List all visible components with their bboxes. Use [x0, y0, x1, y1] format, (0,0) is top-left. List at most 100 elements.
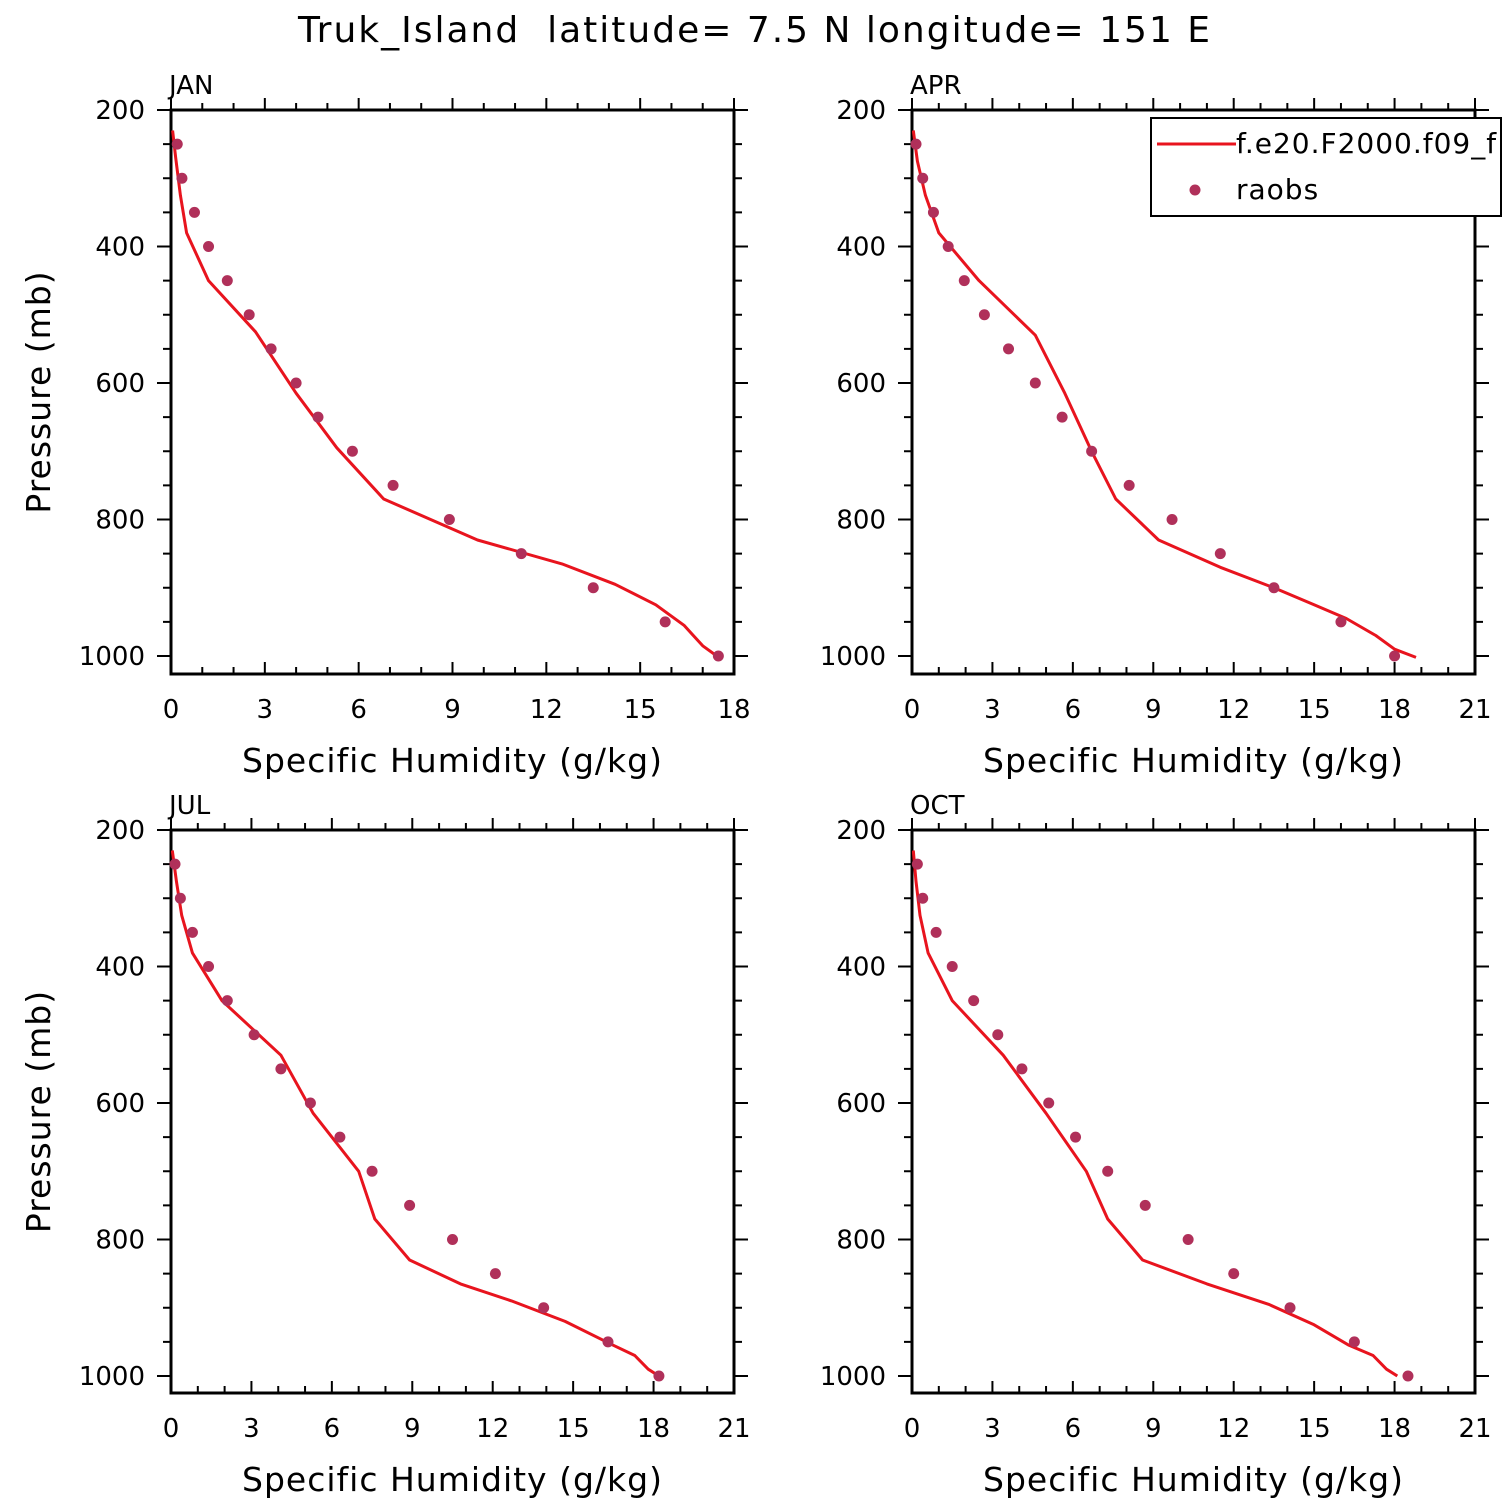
x-tick-label: 12 [1217, 695, 1250, 725]
x-axis-label: Specific Humidity (g/kg) [983, 1460, 1404, 1499]
raobs-point [659, 616, 671, 628]
raobs-point [587, 582, 599, 594]
raobs-point [203, 241, 215, 252]
panel-label: OCT [910, 791, 965, 821]
x-tick-label: 0 [904, 695, 921, 725]
raobs-point [1016, 1063, 1028, 1075]
raobs-point [275, 1063, 287, 1075]
model-series-line [912, 130, 1417, 659]
plot-frame [910, 108, 1477, 676]
x-tick-label: 15 [557, 1414, 590, 1444]
raobs-point [366, 1165, 378, 1177]
y-tick-label: 400 [95, 953, 145, 983]
raobs-point [221, 275, 233, 287]
x-tick-label: 18 [637, 1414, 670, 1444]
raobs-point [290, 377, 302, 389]
model-series-line [912, 850, 1399, 1378]
panel-jan: JAN 0 3 6 9 12 15 18 200 400 600 800 1000 Specific Hu… [19, 71, 751, 780]
raobs-point [712, 650, 724, 662]
y-axis-label: Pressure (mb) [19, 270, 58, 513]
raobs-point [203, 961, 215, 972]
raobs-point [1268, 582, 1280, 594]
panel-label: JAN [167, 71, 213, 101]
raobs-point [1389, 650, 1401, 662]
y-tick-label: 200 [836, 96, 886, 126]
y-tick-label: 600 [95, 1089, 145, 1119]
x-tick-label: 3 [984, 1414, 1001, 1444]
legend-model-label: f.e20.F2000.f09_f [1236, 127, 1497, 160]
legend-box [1150, 117, 1502, 217]
x-tick-label: 12 [1217, 1414, 1250, 1444]
x-tick-label: 12 [530, 695, 563, 725]
x-tick-label: 21 [1458, 1414, 1491, 1444]
raobs-point [176, 172, 188, 184]
x-tick-label: 6 [324, 1414, 341, 1444]
plot-frame [910, 828, 1477, 1395]
raobs-point [653, 1370, 665, 1382]
x-tick-label: 12 [476, 1414, 509, 1444]
raobs-point [169, 858, 181, 870]
x-axis-label: Specific Humidity (g/kg) [983, 741, 1404, 780]
raobs-point [911, 858, 923, 870]
raobs-point [538, 1302, 550, 1314]
y-tick-label: 600 [836, 1089, 886, 1119]
raobs-point [404, 1199, 416, 1211]
y-tick-label: 800 [836, 1226, 886, 1256]
y-tick-label: 400 [836, 953, 886, 983]
x-tick-label: 9 [1145, 1414, 1162, 1444]
y-tick-label: 200 [95, 816, 145, 846]
raobs-point [489, 1268, 501, 1280]
x-tick-label: 0 [163, 1414, 180, 1444]
y-tick-label: 200 [836, 816, 886, 846]
raobs-point [1029, 377, 1041, 389]
x-tick-label: 18 [717, 695, 750, 725]
y-axis-label: Pressure (mb) [19, 990, 58, 1233]
raobs-point [304, 1097, 316, 1109]
raobs-point [930, 926, 942, 938]
raobs-point [910, 138, 922, 150]
raobs-point [1003, 343, 1015, 355]
raobs-point [1335, 616, 1347, 628]
raobs-point [968, 995, 980, 1007]
panel-label: JUL [167, 791, 211, 821]
panel-jul: JUL 0 3 6 9 12 15 18 21 200 400 600 800 1000 Specific … [19, 791, 751, 1499]
raobs-point [1402, 1370, 1414, 1382]
x-tick-label: 0 [163, 695, 180, 725]
legend-obs-label: raobs [1236, 173, 1319, 206]
y-tick-label: 400 [836, 233, 886, 263]
y-tick-label: 800 [836, 506, 886, 536]
raobs-point [186, 926, 198, 938]
raobs-point [387, 479, 399, 491]
x-tick-label: 18 [1378, 1414, 1411, 1444]
x-tick-label: 15 [624, 695, 657, 725]
raobs-point [927, 206, 939, 218]
raobs-point [946, 961, 958, 972]
y-tick-label: 800 [95, 506, 145, 536]
chart-title: Truk_Island latitude= 7.5 N longitude= 1… [297, 10, 1213, 51]
raobs-point [171, 138, 183, 150]
y-tick-label: 600 [836, 369, 886, 399]
x-axis-label: Specific Humidity (g/kg) [242, 741, 663, 780]
y-tick-label: 200 [95, 96, 145, 126]
x-tick-label: 9 [404, 1414, 421, 1444]
raobs-point [1348, 1336, 1360, 1348]
raobs-point [917, 172, 929, 184]
raobs-point [992, 1029, 1004, 1041]
model-series-line [171, 850, 660, 1378]
x-tick-label: 9 [1145, 695, 1162, 725]
raobs-point [174, 892, 186, 904]
raobs-point [515, 548, 527, 560]
raobs-point [958, 275, 970, 287]
x-tick-label: 9 [444, 695, 461, 725]
raobs-point [917, 892, 929, 904]
y-tick-label: 1000 [820, 642, 886, 672]
panel-apr: APR 0 3 6 9 12 15 18 21 200 400 600 800 1000 Specific … [820, 71, 1502, 780]
raobs-point [443, 514, 455, 525]
y-tick-label: 600 [95, 369, 145, 399]
plot-frame [169, 828, 736, 1395]
x-axis-label: Specific Humidity (g/kg) [242, 1460, 663, 1499]
x-tick-label: 15 [1298, 1414, 1331, 1444]
x-tick-label: 6 [1065, 1414, 1082, 1444]
raobs-point [1070, 1131, 1082, 1143]
